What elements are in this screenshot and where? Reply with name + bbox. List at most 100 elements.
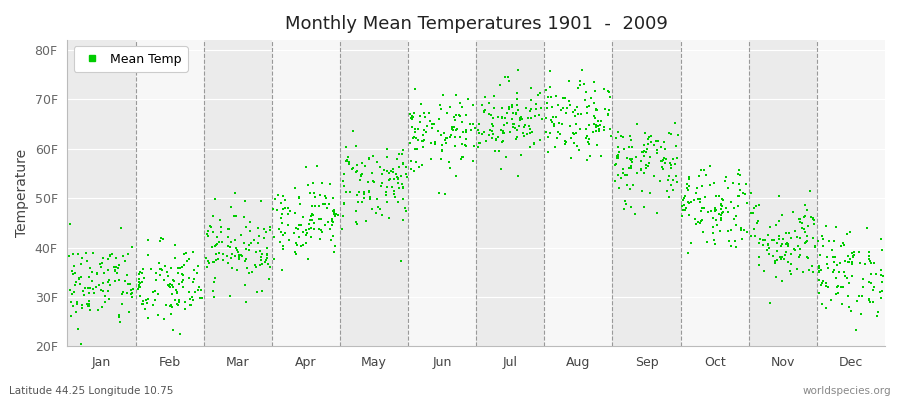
Point (108, 268, 122, 274)
Point (862, 249, 877, 256)
Point (438, 134, 453, 141)
Point (434, 132, 448, 138)
Point (500, 110, 514, 116)
Point (220, 234, 235, 240)
Point (176, 284, 190, 290)
Point (392, 151, 406, 157)
Point (734, 236, 749, 242)
Point (873, 289, 887, 295)
Point (496, 138, 510, 144)
Point (82, 298, 96, 304)
Point (394, 180, 409, 187)
Point (228, 253, 242, 260)
Point (382, 176, 396, 183)
Point (487, 93, 501, 99)
Point (162, 283, 176, 290)
Point (215, 239, 230, 246)
Point (752, 240, 766, 246)
Point (458, 126, 473, 133)
Point (491, 114, 505, 120)
Point (354, 172, 368, 179)
Point (366, 178, 381, 184)
Point (241, 247, 256, 253)
Point (214, 224, 229, 231)
Point (433, 102, 447, 108)
Point (83, 285, 97, 291)
Point (396, 160, 410, 167)
Point (714, 212, 728, 218)
Point (313, 192, 328, 198)
Point (392, 176, 406, 183)
Point (78, 284, 93, 291)
Point (350, 220, 365, 227)
Point (642, 160, 656, 166)
Point (315, 228, 329, 235)
Point (94, 287, 108, 293)
Point (734, 171, 748, 178)
Point (341, 159, 356, 165)
Point (428, 140, 442, 147)
Point (659, 156, 673, 162)
Point (855, 293, 869, 299)
Point (862, 296, 877, 302)
Point (533, 136, 547, 143)
Point (497, 122, 511, 128)
Point (394, 258, 409, 264)
Point (691, 173, 706, 180)
Point (349, 169, 364, 175)
Point (841, 293, 855, 300)
Point (778, 249, 793, 256)
Point (403, 140, 418, 146)
Point (291, 226, 305, 232)
Point (167, 278, 182, 284)
Point (505, 104, 519, 110)
Point (348, 208, 363, 214)
Point (581, 103, 596, 110)
Point (436, 130, 451, 137)
Point (601, 88, 616, 94)
Point (731, 171, 745, 177)
Point (152, 260, 166, 266)
Point (475, 102, 490, 108)
Point (274, 229, 288, 235)
Point (259, 257, 274, 263)
Point (133, 284, 148, 290)
Point (286, 230, 301, 236)
Point (482, 100, 497, 106)
Point (806, 268, 820, 275)
Point (732, 192, 746, 199)
Point (395, 147, 410, 153)
Point (841, 253, 855, 259)
Point (82, 301, 96, 307)
Point (407, 134, 421, 140)
Point (228, 237, 242, 244)
Point (178, 306, 193, 312)
Point (874, 294, 888, 301)
Point (602, 94, 616, 100)
Point (180, 258, 194, 264)
Point (326, 195, 340, 201)
Point (202, 260, 216, 266)
Point (670, 131, 685, 138)
Point (654, 157, 669, 164)
Point (646, 173, 661, 179)
Point (72, 276, 86, 282)
Point (567, 130, 581, 137)
Point (697, 205, 711, 211)
Point (545, 114, 560, 120)
Point (815, 278, 830, 284)
Point (744, 232, 759, 239)
Point (550, 134, 564, 141)
Point (238, 224, 253, 230)
Point (293, 242, 308, 249)
Point (752, 218, 766, 224)
Point (374, 183, 389, 189)
Point (520, 114, 535, 121)
Point (78, 250, 93, 256)
Point (191, 263, 205, 269)
Point (132, 293, 147, 299)
Point (472, 130, 486, 136)
Point (454, 156, 468, 162)
Point (556, 105, 571, 111)
Point (799, 238, 814, 244)
